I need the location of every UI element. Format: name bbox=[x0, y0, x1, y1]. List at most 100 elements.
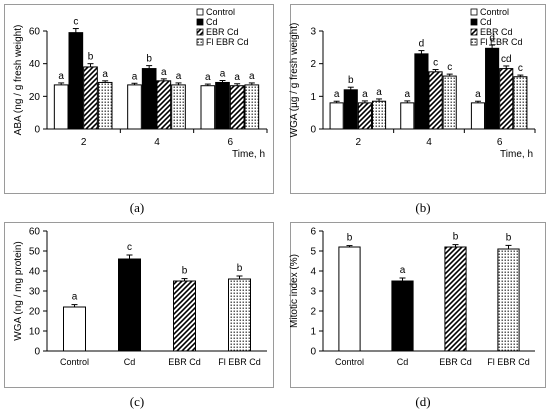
significance-letter-a: c bbox=[73, 17, 78, 28]
chart-c-svg: 0 10 20 30 40 50 60 WGA (ng / mg protein) a Contr… bbox=[13, 227, 267, 367]
y-tick-label-b: 2 bbox=[310, 59, 316, 70]
x-tick-label-c: Cd bbox=[124, 357, 136, 367]
x-axis-label-a: Time, h bbox=[232, 149, 265, 160]
bar-a bbox=[141, 68, 157, 130]
legend-swatch-a bbox=[196, 18, 204, 26]
y-tick-label-a: 60 bbox=[29, 27, 41, 38]
bar-a bbox=[200, 85, 216, 130]
y-tick-label-c: 0 bbox=[34, 347, 40, 358]
significance-letter-b: b bbox=[348, 75, 354, 86]
significance-letter-d: b bbox=[453, 232, 459, 243]
y-axis-label-c: WGA (ng / mg protein) bbox=[13, 241, 24, 340]
bar-a bbox=[229, 85, 245, 130]
significance-letter-a: a bbox=[132, 71, 138, 82]
legend-swatch-b bbox=[470, 8, 478, 16]
significance-letter-a: a bbox=[205, 72, 211, 83]
x-tick-label-b: 6 bbox=[497, 137, 503, 148]
legend-swatch-a bbox=[196, 8, 204, 16]
y-tick-label-c: 50 bbox=[29, 247, 41, 258]
significance-letter-c: b bbox=[237, 263, 243, 274]
chart-panel-a: 0 20 40 60 ABA (ng / g fresh weight) a c b a 2 a b a… bbox=[4, 4, 274, 194]
bar-b bbox=[499, 68, 514, 130]
bar-a bbox=[127, 84, 142, 130]
significance-letter-b: a bbox=[334, 89, 340, 100]
chart-panel-c: 0 10 20 30 40 50 60 WGA (ng / mg protein) a Contr… bbox=[4, 222, 274, 388]
x-tick-label-c: Fl EBR Cd bbox=[218, 357, 261, 367]
bar-c bbox=[173, 280, 196, 352]
bar-d bbox=[444, 246, 467, 352]
significance-letter-a: b bbox=[146, 54, 152, 65]
legend-label-a: Control bbox=[206, 7, 235, 17]
significance-letter-a: a bbox=[220, 68, 226, 79]
bar-b bbox=[357, 102, 372, 130]
significance-letter-a: a bbox=[249, 71, 255, 82]
significance-letter-c: a bbox=[72, 292, 78, 303]
y-tick-label-b: 1 bbox=[310, 92, 316, 103]
bar-c bbox=[63, 306, 86, 352]
significance-letter-a: a bbox=[234, 72, 240, 83]
bar-a bbox=[215, 81, 230, 130]
x-tick-label-c: Control bbox=[60, 357, 89, 367]
bar-d bbox=[391, 280, 414, 352]
bar-b bbox=[442, 75, 457, 130]
chart-panel-d: 0 1 2 3 4 5 6 Mitotic index (%) b Control a Cd b EBR … bbox=[289, 222, 546, 388]
legend-label-a: Fl EBR Cd bbox=[206, 37, 249, 47]
legend-swatch-a bbox=[196, 38, 204, 46]
legend-swatch-b bbox=[470, 18, 478, 26]
legend-swatch-b bbox=[470, 28, 478, 36]
y-tick-label-c: 60 bbox=[29, 227, 41, 238]
significance-letter-d: b bbox=[506, 232, 512, 243]
bar-a bbox=[97, 81, 113, 130]
significance-letter-b: a bbox=[405, 89, 411, 100]
y-tick-label-d: 2 bbox=[310, 307, 316, 318]
chart-panel-b: 0 1 2 3 WGA (µg / g fresh weight) a b a a 2 a d c c 4 a… bbox=[289, 4, 546, 194]
x-tick-label-a: 6 bbox=[228, 137, 234, 148]
significance-letter-b: c bbox=[447, 62, 452, 73]
significance-letter-c: c bbox=[127, 242, 132, 253]
y-tick-label-a: 40 bbox=[29, 59, 41, 70]
bar-b bbox=[428, 71, 443, 130]
legend-swatch-a bbox=[196, 28, 204, 36]
bar-a bbox=[156, 80, 172, 130]
bar-a bbox=[171, 84, 186, 130]
legend-swatch-b bbox=[470, 38, 478, 46]
y-tick-label-d: 0 bbox=[310, 347, 316, 358]
y-tick-label-c: 10 bbox=[29, 327, 41, 338]
bar-a bbox=[53, 84, 69, 130]
chart-d-svg: 0 1 2 3 4 5 6 Mitotic index (%) b Control a Cd b EBR … bbox=[289, 227, 535, 367]
caption-a: (a) bbox=[129, 200, 145, 215]
legend-label-b: Cd bbox=[480, 17, 492, 27]
legend-label-a: EBR Cd bbox=[206, 27, 239, 37]
y-axis-label-a: ABA (ng / g fresh weight) bbox=[13, 25, 24, 136]
bar-d bbox=[497, 248, 520, 352]
y-tick-label-a: 20 bbox=[29, 92, 41, 103]
legend-label-b: Control bbox=[480, 7, 509, 17]
y-tick-label-c: 30 bbox=[29, 287, 41, 298]
bar-b bbox=[371, 100, 387, 130]
x-tick-label-d: Cd bbox=[397, 357, 409, 367]
caption-c: (c) bbox=[129, 394, 145, 409]
bar-b bbox=[470, 102, 486, 130]
bar-b bbox=[414, 53, 429, 130]
y-tick-label-c: 40 bbox=[29, 267, 41, 278]
legend-label-b: Fl EBR Cd bbox=[480, 37, 523, 47]
bar-b bbox=[329, 102, 344, 130]
significance-letter-b: d bbox=[419, 39, 425, 50]
significance-letter-c: b bbox=[182, 266, 188, 277]
x-tick-label-d: EBR Cd bbox=[439, 357, 472, 367]
y-axis-label-b: WGA (µg / g fresh weight) bbox=[289, 23, 300, 138]
bar-d bbox=[338, 246, 361, 352]
y-tick-label-d: 6 bbox=[310, 227, 316, 238]
x-tick-label-b: 2 bbox=[356, 137, 362, 148]
caption-d: (d) bbox=[415, 394, 431, 409]
y-tick-label-c: 20 bbox=[29, 307, 41, 318]
x-tick-label-c: EBR Cd bbox=[168, 357, 201, 367]
significance-letter-b: a bbox=[376, 87, 382, 98]
significance-letter-a: b bbox=[88, 52, 94, 63]
significance-letter-a: a bbox=[161, 67, 167, 78]
bar-b bbox=[400, 102, 415, 130]
y-tick-label-d: 4 bbox=[310, 267, 316, 278]
legend-label-a: Cd bbox=[206, 17, 218, 27]
bar-b bbox=[343, 89, 358, 130]
